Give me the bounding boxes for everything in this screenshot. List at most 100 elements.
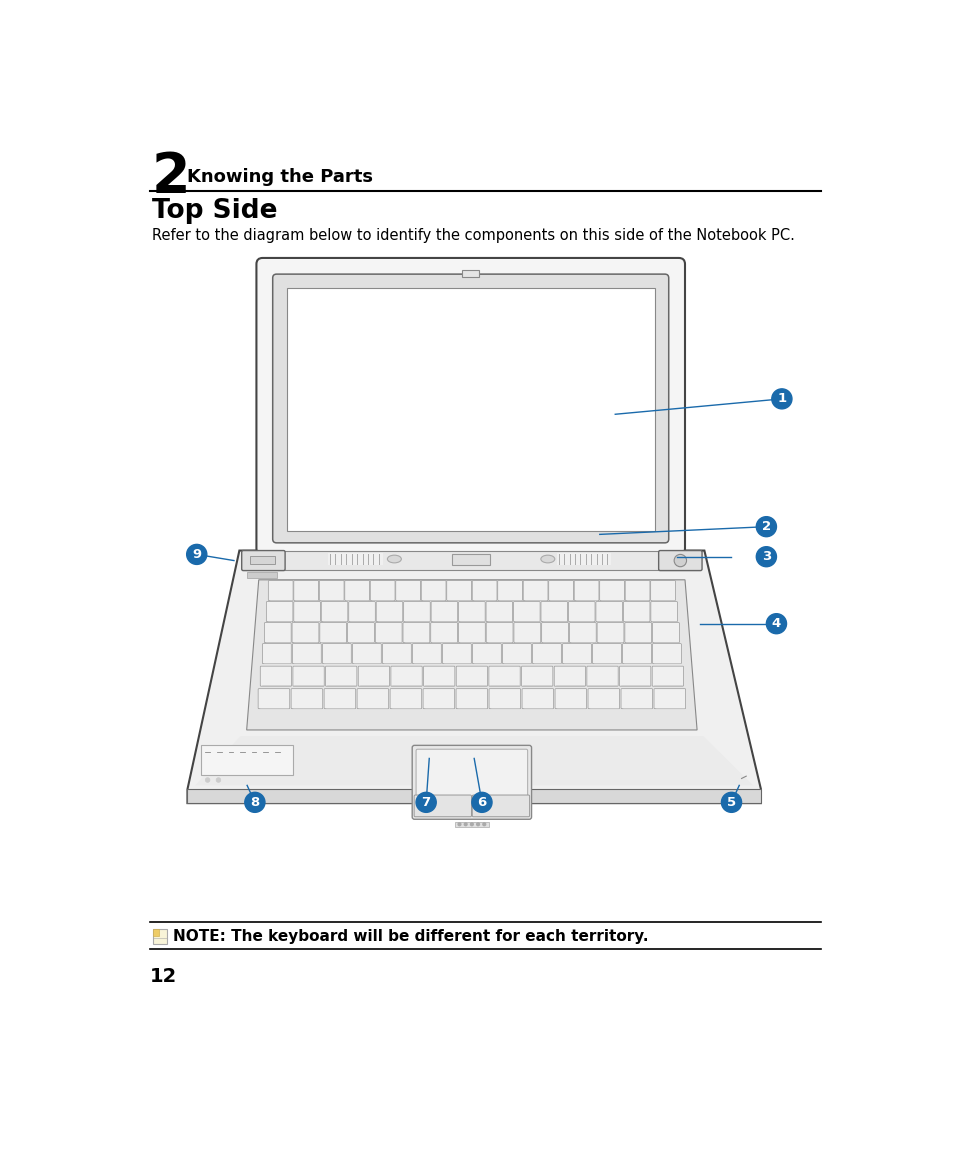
FancyBboxPatch shape xyxy=(654,688,685,709)
FancyBboxPatch shape xyxy=(522,581,547,601)
FancyBboxPatch shape xyxy=(618,666,650,686)
Bar xyxy=(250,556,274,565)
FancyBboxPatch shape xyxy=(456,666,487,686)
FancyBboxPatch shape xyxy=(390,688,421,709)
Bar xyxy=(152,929,167,944)
FancyBboxPatch shape xyxy=(344,581,369,601)
FancyBboxPatch shape xyxy=(395,581,420,601)
Bar xyxy=(455,821,488,827)
FancyBboxPatch shape xyxy=(622,602,649,621)
FancyBboxPatch shape xyxy=(375,623,401,642)
FancyBboxPatch shape xyxy=(652,666,682,686)
FancyBboxPatch shape xyxy=(349,602,375,621)
FancyBboxPatch shape xyxy=(532,643,560,664)
FancyBboxPatch shape xyxy=(412,643,441,664)
Polygon shape xyxy=(247,580,697,730)
FancyBboxPatch shape xyxy=(488,666,519,686)
Bar xyxy=(286,288,654,531)
FancyBboxPatch shape xyxy=(548,581,573,601)
FancyBboxPatch shape xyxy=(489,688,520,709)
FancyBboxPatch shape xyxy=(292,623,318,642)
Circle shape xyxy=(216,777,220,782)
FancyBboxPatch shape xyxy=(319,581,344,601)
FancyBboxPatch shape xyxy=(597,623,623,642)
Text: 5: 5 xyxy=(726,796,736,808)
Text: 9: 9 xyxy=(192,547,201,561)
Text: Refer to the diagram below to identify the components on this side of the Notebo: Refer to the diagram below to identify t… xyxy=(152,229,794,243)
FancyBboxPatch shape xyxy=(347,623,374,642)
FancyBboxPatch shape xyxy=(431,602,457,621)
Text: 8: 8 xyxy=(250,796,259,808)
FancyBboxPatch shape xyxy=(599,581,624,601)
FancyBboxPatch shape xyxy=(319,623,346,642)
Bar xyxy=(452,554,489,565)
FancyBboxPatch shape xyxy=(421,581,446,601)
FancyBboxPatch shape xyxy=(356,688,388,709)
FancyBboxPatch shape xyxy=(321,602,348,621)
FancyBboxPatch shape xyxy=(391,666,422,686)
FancyBboxPatch shape xyxy=(513,602,539,621)
Ellipse shape xyxy=(540,556,555,562)
Circle shape xyxy=(720,792,740,812)
FancyBboxPatch shape xyxy=(294,581,318,601)
Circle shape xyxy=(771,389,791,409)
FancyBboxPatch shape xyxy=(431,623,457,642)
FancyBboxPatch shape xyxy=(268,581,293,601)
FancyBboxPatch shape xyxy=(322,643,351,664)
FancyBboxPatch shape xyxy=(291,688,322,709)
FancyBboxPatch shape xyxy=(458,602,485,621)
FancyBboxPatch shape xyxy=(568,602,595,621)
Circle shape xyxy=(472,792,492,812)
FancyBboxPatch shape xyxy=(596,602,621,621)
FancyBboxPatch shape xyxy=(264,623,291,642)
FancyBboxPatch shape xyxy=(266,602,293,621)
FancyBboxPatch shape xyxy=(382,643,411,664)
FancyBboxPatch shape xyxy=(294,602,320,621)
Circle shape xyxy=(476,822,479,826)
FancyBboxPatch shape xyxy=(592,643,620,664)
FancyBboxPatch shape xyxy=(624,581,649,601)
FancyBboxPatch shape xyxy=(258,688,290,709)
Polygon shape xyxy=(187,789,760,803)
FancyBboxPatch shape xyxy=(292,643,321,664)
FancyBboxPatch shape xyxy=(497,581,522,601)
Circle shape xyxy=(756,546,776,567)
FancyBboxPatch shape xyxy=(262,643,291,664)
Text: Knowing the Parts: Knowing the Parts xyxy=(187,169,373,186)
FancyBboxPatch shape xyxy=(472,795,529,817)
Circle shape xyxy=(187,544,207,565)
FancyBboxPatch shape xyxy=(586,666,618,686)
FancyBboxPatch shape xyxy=(325,666,356,686)
FancyBboxPatch shape xyxy=(562,643,591,664)
FancyBboxPatch shape xyxy=(442,643,471,664)
FancyBboxPatch shape xyxy=(256,258,684,554)
Text: Top Side: Top Side xyxy=(152,198,277,224)
Bar xyxy=(461,270,478,277)
Circle shape xyxy=(457,822,460,826)
FancyBboxPatch shape xyxy=(514,623,540,642)
Polygon shape xyxy=(187,551,760,803)
Text: 4: 4 xyxy=(771,617,781,631)
Circle shape xyxy=(756,516,776,537)
FancyBboxPatch shape xyxy=(293,666,324,686)
FancyBboxPatch shape xyxy=(446,581,471,601)
FancyBboxPatch shape xyxy=(456,688,487,709)
Bar xyxy=(201,745,293,775)
FancyBboxPatch shape xyxy=(554,666,585,686)
Ellipse shape xyxy=(387,556,401,562)
Polygon shape xyxy=(195,736,753,785)
FancyBboxPatch shape xyxy=(422,688,455,709)
FancyBboxPatch shape xyxy=(375,602,402,621)
FancyBboxPatch shape xyxy=(414,795,471,817)
FancyBboxPatch shape xyxy=(587,688,619,709)
FancyBboxPatch shape xyxy=(541,623,568,642)
Text: 12: 12 xyxy=(150,967,177,986)
FancyBboxPatch shape xyxy=(650,602,677,621)
FancyBboxPatch shape xyxy=(658,551,701,571)
FancyBboxPatch shape xyxy=(402,623,430,642)
Circle shape xyxy=(470,822,473,826)
FancyBboxPatch shape xyxy=(652,643,680,664)
FancyBboxPatch shape xyxy=(502,643,531,664)
FancyBboxPatch shape xyxy=(416,750,527,797)
FancyBboxPatch shape xyxy=(352,643,381,664)
